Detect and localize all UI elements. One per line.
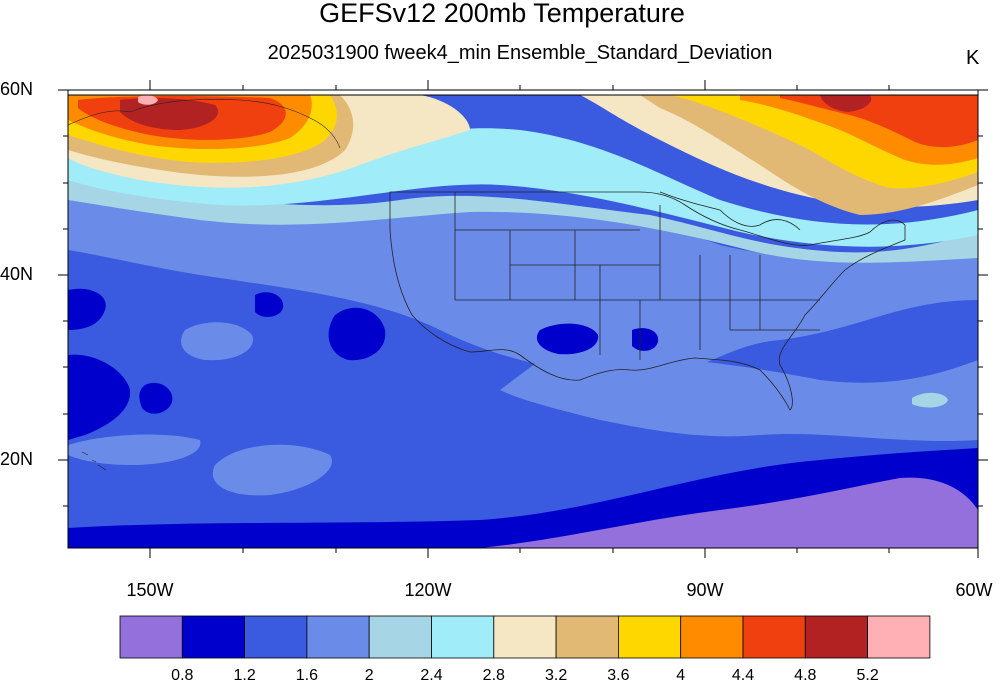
field-band-0.8-1.2 [632, 328, 659, 351]
contour-field [68, 95, 978, 548]
colorbar-label: 4.8 [794, 667, 817, 684]
colorbar-label: 3.2 [544, 667, 568, 684]
colorbar-swatch [555, 615, 619, 659]
colorbar-swatch [867, 615, 931, 659]
lat-label-20n: 20N [0, 449, 34, 469]
colorbar-label: 2 [364, 667, 374, 684]
colorbar-label: 1.2 [233, 667, 256, 684]
colorbar-label: 1.6 [295, 667, 319, 684]
colorbar [119, 615, 931, 659]
hawaii-outline [81, 451, 107, 471]
field-band-0.8-1.2 [328, 307, 386, 361]
lon-label-120w: 120W [404, 580, 452, 600]
lat-label-40n: 40N [0, 264, 34, 284]
colorbar-label: 0.8 [171, 667, 194, 684]
colorbar-label: 2.4 [420, 667, 443, 684]
field-band-1.6-2 [212, 444, 332, 496]
colorbar-label: 2.8 [482, 667, 505, 684]
field-band-0.8-1.2 [68, 288, 106, 330]
colorbar-swatch [431, 615, 495, 659]
colorbar-label: 4.4 [731, 667, 755, 684]
field-band-4.8-5.2 [820, 95, 872, 112]
colorbar-label: 5.2 [856, 667, 879, 684]
field-band-0.8-1.2 [536, 323, 599, 355]
colorbar-swatch [181, 615, 246, 659]
field-band-2-2.4 [68, 175, 978, 263]
field-band-above-5.2 [138, 95, 158, 105]
field-band-0.8-1.2 [68, 354, 131, 440]
field-band-below-0.8 [480, 477, 978, 548]
lon-label-60w: 60W [955, 580, 993, 600]
map-title: GEFSv12 200mb Temperature [319, 0, 685, 28]
field-band-4.4-4.8 [780, 95, 978, 148]
axis-ticks [58, 80, 988, 558]
colorbar-swatch [244, 615, 308, 659]
field-band-1.6-2 [500, 356, 978, 442]
field-band-1.6-2 [68, 434, 201, 465]
colorbar-label: 3.6 [607, 667, 630, 684]
lon-label-150w: 150W [126, 580, 174, 600]
axis-frame [67, 89, 979, 549]
lon-label-90w: 90W [686, 580, 724, 600]
colorbar-swatch [119, 615, 183, 659]
map-subtitle: 2025031900 fweek4_min Ensemble_Standard_… [267, 42, 773, 64]
field-band-1.6-2 [181, 322, 253, 361]
colorbar-swatch [680, 615, 744, 659]
colorbar-swatch [306, 615, 370, 659]
colorbar-swatch [368, 615, 432, 659]
alaska-canada-coast [68, 99, 341, 149]
us-outline [389, 191, 906, 411]
field-band-1.6-2 [68, 200, 978, 380]
field-band-0.8-1.2 [255, 292, 284, 317]
field-band-2-2.4 [912, 392, 948, 408]
colorbar-swatch [493, 615, 557, 659]
colorbar-swatch [742, 615, 806, 659]
field-band-2.4-2.8 [68, 128, 978, 247]
colorbar-swatch [804, 615, 868, 659]
field-band-4.8-5.2 [120, 97, 219, 130]
lat-label-60n: 60N [0, 79, 34, 99]
units-label: K [966, 47, 980, 69]
field-band-0.8-1.2 [139, 382, 173, 414]
colorbar-swatch [618, 615, 682, 659]
colorbar-label: 4 [676, 667, 686, 684]
